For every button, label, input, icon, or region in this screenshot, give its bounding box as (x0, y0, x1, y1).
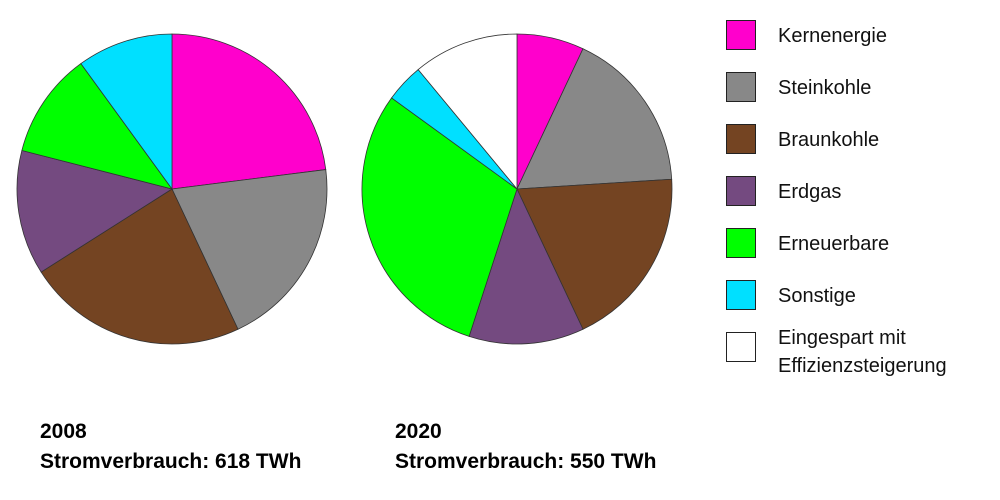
pie-slice (516, 48, 673, 190)
legend-label: Steinkohle (778, 77, 872, 99)
pie-slice (516, 178, 673, 330)
pie-slice (417, 33, 518, 191)
pie-slice (171, 169, 328, 330)
legend-swatch (726, 228, 756, 258)
legend-swatch (726, 332, 756, 362)
pie-slice (171, 33, 327, 190)
legend-swatch (726, 124, 756, 154)
caption-year: 2020 (395, 420, 442, 443)
caption-consumption: Stromverbrauch: 618 TWh (40, 450, 302, 473)
caption-2020: 2020 Stromverbrauch: 550 TWh (395, 417, 656, 477)
caption-consumption: Stromverbrauch: 550 TWh (395, 450, 657, 473)
legend-label: Erdgas (778, 181, 842, 203)
legend-label: Erneuerbare (778, 233, 890, 255)
legend-swatch (726, 72, 756, 102)
legend-label: Eingespart mit Effizienzsteigerung (778, 327, 947, 377)
pie-slice (40, 188, 239, 345)
legend-label: Sonstige (778, 285, 856, 307)
legend-swatch (726, 20, 756, 50)
pie-slice (21, 63, 173, 190)
pie-slice (80, 33, 173, 191)
pie-slice (468, 187, 584, 345)
caption-year: 2008 (40, 420, 87, 443)
legend-label: Kernenergie (778, 25, 887, 47)
pie-slice (16, 149, 173, 273)
legend-label: Braunkohle (778, 129, 880, 151)
legend-swatch (726, 280, 756, 310)
pie-slice (361, 97, 518, 337)
caption-2008: 2008 Stromverbrauch: 618 TWh (40, 417, 301, 477)
legend-swatch (726, 176, 756, 206)
